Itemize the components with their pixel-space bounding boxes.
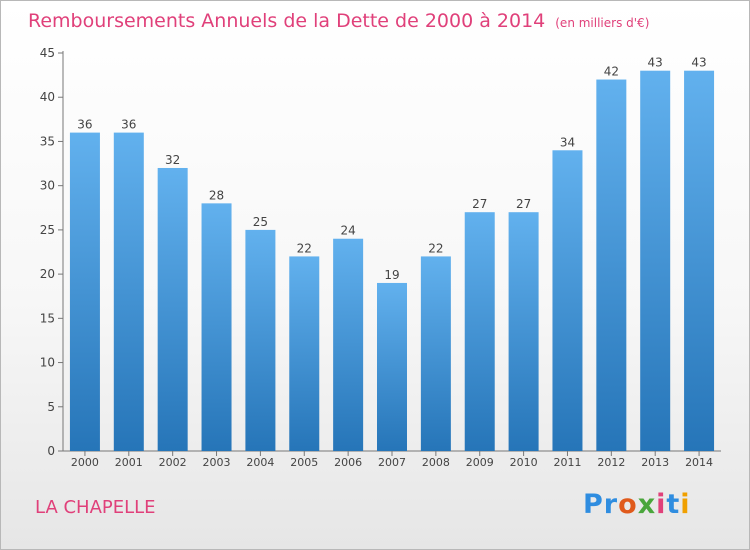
bars	[69, 70, 715, 452]
y-tick-label: 0	[47, 444, 55, 458]
data-label-2007: 19	[384, 268, 399, 282]
y-tick-label: 10	[40, 356, 55, 370]
x-tick-label: 2008	[422, 456, 450, 469]
chart-title-text: Remboursements Annuels de la Dette de 20…	[28, 10, 546, 32]
bar-2002	[157, 167, 188, 451]
bar-2006	[333, 238, 364, 451]
x-tick-label: 2005	[290, 456, 318, 469]
logo-letter: o	[618, 489, 638, 520]
logo-letter: r	[603, 489, 619, 520]
y-tick-label: 15	[40, 311, 55, 325]
y-tick-label: 30	[40, 179, 55, 193]
x-tick-label: 2000	[71, 456, 99, 469]
y-tick-label: 25	[40, 223, 55, 237]
x-tick-label: 2007	[378, 456, 406, 469]
x-tick-label: 2014	[685, 456, 713, 469]
logo-letter: t	[666, 489, 681, 520]
bar-2012	[596, 79, 627, 452]
x-tick-label: 2010	[510, 456, 538, 469]
data-label-2003: 28	[209, 188, 224, 202]
place-name: LA CHAPELLE	[35, 497, 156, 518]
bar-2013	[640, 70, 671, 451]
x-tick-label: 2013	[641, 456, 669, 469]
data-label-2006: 24	[340, 224, 355, 238]
logo-letter: i	[680, 489, 691, 520]
bar-2000	[69, 132, 100, 451]
y-tick-label: 20	[40, 267, 55, 281]
x-tick-label: 2012	[597, 456, 625, 469]
x-tick-label: 2004	[246, 456, 274, 469]
data-label-2010: 27	[516, 197, 531, 211]
logo-letter: P	[583, 489, 604, 520]
y-tick-label: 5	[47, 400, 55, 414]
data-label-2011: 34	[560, 135, 575, 149]
data-label-2002: 32	[165, 153, 180, 167]
data-label-2004: 25	[253, 215, 268, 229]
data-label-2014: 43	[691, 56, 706, 70]
data-labels: 36 36 32 28 25 22 24 19 22 27 27 34 42 43 43	[77, 56, 706, 282]
bar-2005	[289, 256, 320, 451]
y-tick-label: 40	[40, 90, 55, 104]
bar-2007	[377, 282, 407, 451]
bar-2009	[464, 212, 495, 451]
bar-2003	[201, 203, 232, 451]
data-label-2008: 22	[428, 241, 443, 255]
y-tick-label: 45	[40, 46, 55, 60]
data-label-2001: 36	[121, 118, 136, 132]
x-tick-label: 2001	[115, 456, 143, 469]
x-tick-label: 2002	[159, 456, 187, 469]
bar-2014	[684, 70, 715, 451]
data-label-2013: 43	[648, 56, 663, 70]
data-label-2012: 42	[604, 65, 619, 79]
data-label-2000: 36	[77, 118, 92, 132]
x-tick-label: 2003	[203, 456, 231, 469]
chart-title: Remboursements Annuels de la Dette de 20…	[28, 10, 649, 32]
x-tick-label: 2011	[553, 456, 581, 469]
bar-2010	[508, 212, 539, 451]
chart-subtitle: (en milliers d'€)	[555, 16, 650, 30]
logo-letter: i	[656, 489, 667, 520]
data-label-2009: 27	[472, 197, 487, 211]
logo-letter: x	[637, 489, 657, 520]
x-tick-label: 2009	[466, 456, 494, 469]
bar-2011	[552, 150, 583, 452]
bar-2004	[245, 229, 276, 451]
bar-2001	[113, 132, 144, 451]
bar-2008	[420, 256, 451, 451]
data-label-2005: 22	[297, 241, 312, 255]
x-tick-label: 2006	[334, 456, 362, 469]
proxiti-logo: Proxiti	[583, 489, 691, 520]
y-tick-label: 35	[40, 134, 55, 148]
